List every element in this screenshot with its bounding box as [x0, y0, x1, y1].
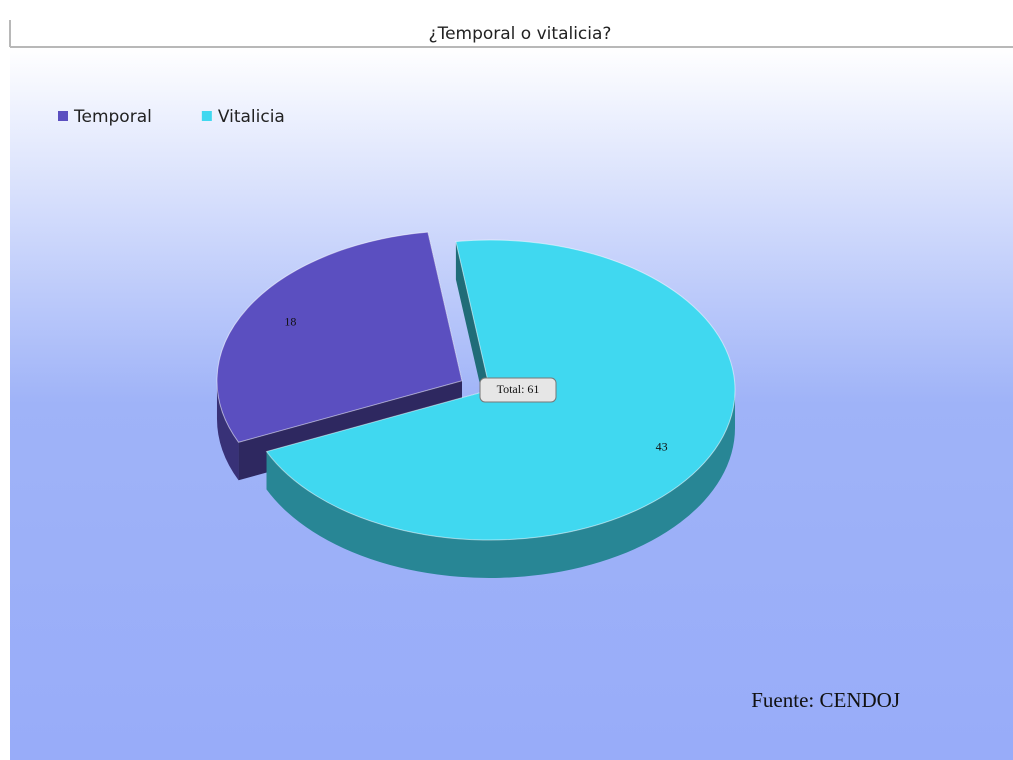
center-label: Total: 61: [497, 382, 540, 396]
slice-wall: [266, 390, 735, 578]
legend-label: Temporal: [73, 107, 152, 127]
legend-swatch: [58, 111, 68, 121]
legend-swatch: [201, 111, 212, 121]
source-note: Fuente: CENDOJ: [751, 688, 900, 712]
data-label: 43: [656, 440, 668, 454]
slice-top: [216, 231, 463, 443]
legend-label: Vitalicia: [218, 107, 285, 127]
data-label: 18: [284, 315, 296, 329]
center-label-box: [479, 377, 557, 403]
slice-wall: [216, 380, 239, 481]
title-bar: [10, 0, 1013, 47]
chart-title: ¿Temporal o vitalicia?: [429, 24, 612, 44]
